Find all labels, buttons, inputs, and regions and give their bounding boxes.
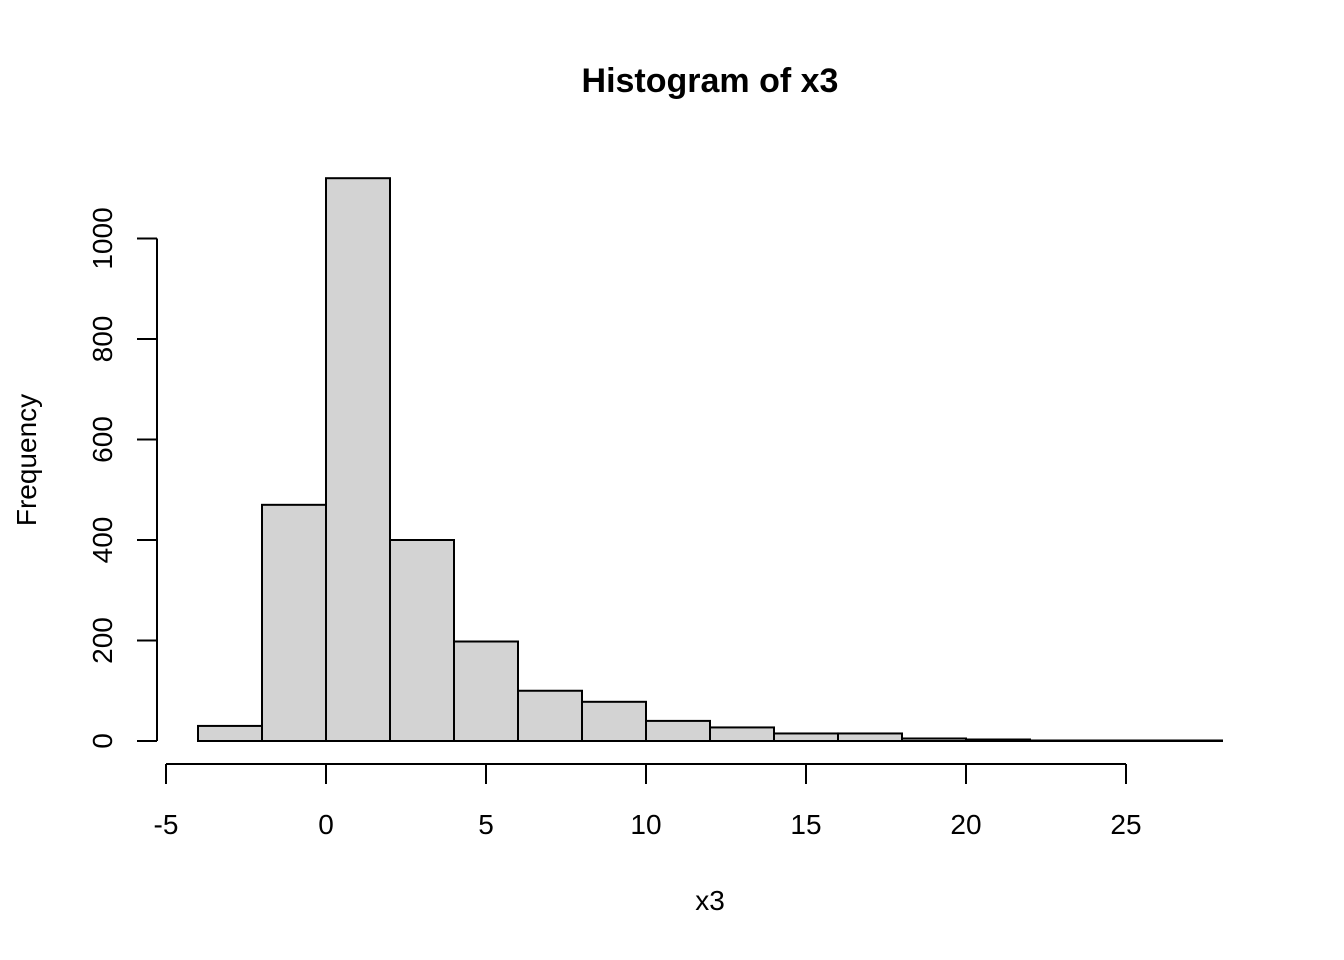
histogram-bar	[773, 732, 839, 743]
histogram-bar	[1029, 739, 1095, 742]
x-tick-label: 15	[790, 809, 821, 840]
histogram-bar	[517, 689, 583, 742]
histogram-bar	[1157, 739, 1223, 742]
y-axis: 0 200 400 600 800 1000	[87, 207, 158, 749]
chart-title: Histogram of x3	[582, 62, 839, 100]
y-tick-label: 600	[87, 416, 118, 463]
histogram-bar	[965, 738, 1031, 742]
histogram-bar	[1093, 739, 1159, 742]
y-tick-label: 200	[87, 617, 118, 664]
histogram-bar	[645, 719, 711, 743]
histogram-bar	[325, 177, 391, 742]
histogram-bar	[901, 737, 967, 742]
x-tick-label: -5	[154, 809, 179, 840]
x-tick-label: 20	[950, 809, 981, 840]
x-tick-label: 25	[1110, 809, 1141, 840]
histogram-bar	[261, 503, 327, 743]
y-tick-label: 1000	[87, 207, 118, 269]
histogram-bar	[197, 724, 263, 742]
x-axis: -5 0 5 10 15 20 25	[154, 763, 1142, 840]
histogram-bar	[453, 640, 519, 743]
bars-group	[197, 177, 1223, 743]
histogram-bar	[709, 726, 775, 742]
histogram-bar	[581, 700, 647, 742]
y-axis-label: Frequency	[11, 394, 42, 526]
x-axis-label: x3	[695, 885, 725, 916]
histogram-bar	[389, 539, 455, 742]
y-tick-label: 0	[87, 733, 118, 749]
x-tick-label: 5	[478, 809, 494, 840]
y-tick-label: 800	[87, 316, 118, 363]
y-tick-label: 400	[87, 517, 118, 564]
histogram-bar	[837, 732, 903, 743]
x-tick-label: 10	[630, 809, 661, 840]
x-tick-label: 0	[318, 809, 334, 840]
